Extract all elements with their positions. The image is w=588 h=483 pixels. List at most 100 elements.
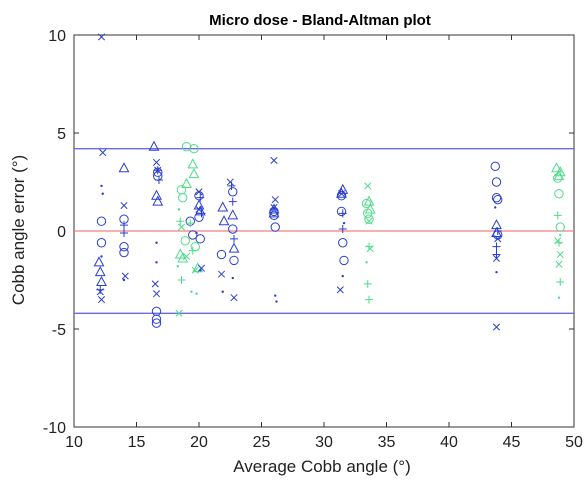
circle-marker	[195, 234, 205, 244]
y-tick-label: -10	[43, 420, 66, 437]
plus-marker	[338, 209, 347, 218]
x-marker	[364, 182, 372, 190]
dot-marker	[101, 192, 104, 195]
dot-marker	[195, 231, 198, 235]
triangle-marker	[491, 226, 502, 237]
circle-marker	[178, 192, 188, 203]
circle-marker	[189, 143, 199, 154]
x-marker	[365, 217, 373, 225]
plus-marker	[493, 227, 502, 235]
x-tick-label: 35	[378, 434, 396, 451]
plus-marker	[96, 285, 105, 294]
circle-marker	[180, 236, 190, 246]
circle-marker	[364, 214, 374, 224]
plus-marker	[228, 197, 237, 206]
x-marker	[97, 33, 106, 41]
y-tick-label: 10	[48, 28, 66, 45]
dot-marker	[557, 296, 561, 299]
x-axis-label: Average Cobb angle (°)	[233, 457, 411, 476]
x-tick-label: 20	[190, 434, 208, 451]
circle-marker	[151, 306, 162, 317]
circle-marker	[491, 192, 502, 203]
y-axis-label: Cobb angle error (°)	[9, 155, 28, 305]
x-marker	[270, 156, 278, 164]
triangle-marker	[152, 195, 164, 206]
x-marker	[120, 201, 128, 210]
dot-marker	[365, 261, 368, 264]
y-tick-label: 0	[57, 224, 66, 241]
y-tick-label: 5	[57, 126, 66, 143]
circle-marker	[96, 216, 107, 226]
dot-marker	[231, 276, 234, 280]
dot-marker	[275, 300, 278, 303]
x-marker	[152, 290, 161, 298]
x-marker	[177, 223, 186, 231]
circle-marker	[96, 238, 107, 248]
triangle-marker	[551, 162, 562, 173]
plus-marker	[155, 176, 163, 185]
dot-marker	[195, 292, 198, 295]
circle-marker	[151, 314, 162, 324]
dot-marker	[341, 274, 344, 278]
plus-marker	[176, 217, 185, 226]
plus-marker	[227, 181, 236, 190]
dot-marker	[155, 261, 158, 264]
triangle-marker	[364, 203, 376, 214]
y-tick-label: -5	[52, 322, 66, 339]
x-tick-label: 10	[65, 434, 83, 451]
triangle-marker	[554, 166, 566, 177]
x-tick-label: 25	[253, 434, 271, 451]
circle-marker	[555, 222, 565, 232]
circle-marker	[339, 255, 349, 266]
plus-marker	[120, 228, 128, 237]
triangle-marker	[181, 177, 192, 188]
plus-marker	[186, 219, 195, 228]
dot-marker	[122, 278, 126, 282]
x-marker	[492, 323, 501, 331]
circle-marker	[490, 161, 500, 172]
triangle-marker	[217, 201, 229, 212]
circle-marker	[188, 230, 198, 240]
x-marker	[195, 188, 203, 196]
plus-marker	[556, 277, 565, 286]
triangle-marker	[118, 162, 130, 173]
x-marker	[555, 260, 563, 268]
x-marker	[175, 309, 183, 317]
dot-marker	[221, 290, 224, 293]
circle-marker	[361, 198, 372, 209]
x-marker	[270, 203, 278, 212]
x-marker	[97, 296, 106, 304]
dot-marker	[495, 270, 498, 274]
circle-marker	[229, 255, 239, 266]
triangle-marker	[228, 242, 240, 253]
plus-marker	[365, 242, 373, 251]
circle-marker	[554, 189, 564, 199]
plus-marker	[120, 221, 128, 230]
x-marker	[151, 280, 159, 288]
dot-marker	[190, 290, 193, 293]
circle-marker	[151, 318, 162, 328]
triangle-marker	[94, 266, 106, 277]
circle-marker	[491, 177, 502, 187]
triangle-marker	[93, 256, 105, 267]
x-marker	[556, 250, 564, 259]
triangle-marker	[227, 209, 239, 220]
plus-marker	[153, 166, 162, 175]
circle-marker	[228, 224, 238, 234]
dot-marker	[342, 221, 346, 225]
triangle-marker	[336, 187, 347, 198]
triangle-marker	[188, 168, 200, 179]
dot-marker	[559, 233, 562, 237]
x-tick-label: 40	[440, 434, 458, 451]
plus-marker	[363, 279, 372, 288]
circle-marker	[270, 222, 280, 232]
dot-marker	[155, 241, 158, 244]
plus-marker	[492, 242, 501, 251]
dot-marker	[100, 184, 103, 188]
triangle-marker	[148, 140, 160, 151]
x-marker	[99, 149, 107, 157]
triangle-marker	[96, 275, 107, 286]
triangle-marker	[187, 158, 199, 169]
plus-marker	[196, 193, 205, 202]
